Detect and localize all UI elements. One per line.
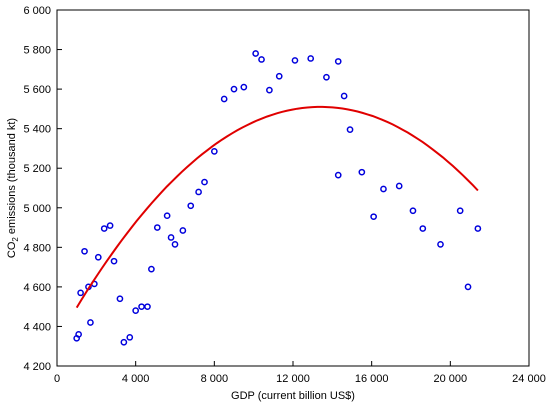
- data-point: [144, 303, 151, 311]
- data-point: [94, 253, 102, 261]
- x-tick-label: 8 000: [201, 373, 229, 385]
- x-tick-label: 20 000: [434, 373, 468, 385]
- data-point: [187, 202, 195, 210]
- data-point: [275, 72, 283, 80]
- y-tick-label: 5 000: [23, 203, 51, 215]
- data-point: [456, 207, 464, 215]
- y-tick-label: 6 000: [23, 5, 51, 17]
- x-tick-label: 0: [54, 373, 60, 385]
- data-point: [419, 225, 427, 232]
- data-point: [307, 55, 315, 62]
- x-tick-label: 12 000: [276, 373, 310, 385]
- data-point: [153, 224, 161, 231]
- data-point: [106, 222, 114, 229]
- data-point: [163, 212, 171, 220]
- data-point: [132, 307, 140, 314]
- data-point: [120, 338, 128, 346]
- data-point: [464, 283, 472, 291]
- data-point: [240, 83, 248, 91]
- data-point: [220, 95, 228, 103]
- data-point: [334, 58, 342, 65]
- y-tick-label: 5 400: [23, 124, 51, 136]
- y-tick-label: 4 800: [23, 242, 51, 254]
- data-point: [252, 50, 259, 57]
- data-point: [323, 73, 330, 81]
- data-point: [380, 185, 387, 193]
- y-tick-label: 4 600: [23, 282, 51, 294]
- fit-curve: [75, 105, 479, 309]
- data-point: [81, 247, 88, 255]
- data-point: [334, 171, 342, 179]
- y-tick-label: 4 400: [23, 321, 51, 333]
- data-point: [230, 85, 238, 93]
- plot-frame: [56, 9, 530, 367]
- data-point: [148, 265, 155, 273]
- data-point: [87, 319, 94, 326]
- x-tick-label: 16 000: [355, 373, 389, 385]
- data-point: [291, 57, 299, 64]
- data-point: [201, 178, 208, 186]
- data-point: [437, 241, 444, 248]
- y-tick-label: 4 200: [23, 361, 51, 373]
- y-axis-label: CO2 emissions (thousand kt): [6, 118, 20, 258]
- data-points: [73, 50, 482, 346]
- data-point: [167, 234, 175, 241]
- data-point: [171, 241, 179, 248]
- data-point: [395, 182, 403, 190]
- y-tick-label: 5 800: [23, 45, 51, 57]
- x-tick-label: 4 000: [122, 373, 150, 385]
- data-point: [346, 126, 354, 134]
- data-point: [258, 56, 265, 63]
- data-point: [77, 289, 84, 297]
- x-tick-label: 24 000: [512, 373, 546, 385]
- x-axis-ticks: 0 4 000 8 000 12 000 16 000 20 000 24 000: [54, 361, 546, 385]
- data-point: [370, 213, 377, 221]
- data-point: [210, 148, 218, 155]
- data-point: [409, 207, 417, 215]
- y-tick-label: 5 200: [23, 163, 51, 175]
- data-point: [116, 295, 124, 303]
- y-axis-label-subscript: 2: [11, 237, 20, 242]
- data-point: [75, 331, 82, 338]
- data-point: [266, 86, 273, 94]
- data-point: [474, 225, 482, 232]
- data-point: [138, 303, 145, 311]
- y-tick-label: 5 600: [23, 84, 51, 96]
- data-point: [100, 225, 108, 232]
- y-axis-ticks: 4 200 4 400 4 600 4 800 5 000 5 200 5 400 5 600…: [23, 5, 62, 373]
- y-axis-label-rest: emissions (thousand kt): [6, 118, 18, 237]
- data-point: [179, 227, 187, 234]
- y-axis-label-main: CO: [6, 241, 18, 258]
- data-point: [195, 188, 202, 196]
- data-point: [340, 92, 348, 100]
- data-point: [110, 257, 118, 265]
- data-point: [126, 333, 134, 341]
- data-point: [358, 168, 366, 176]
- x-axis-label: GDP (current billion US$): [231, 390, 355, 402]
